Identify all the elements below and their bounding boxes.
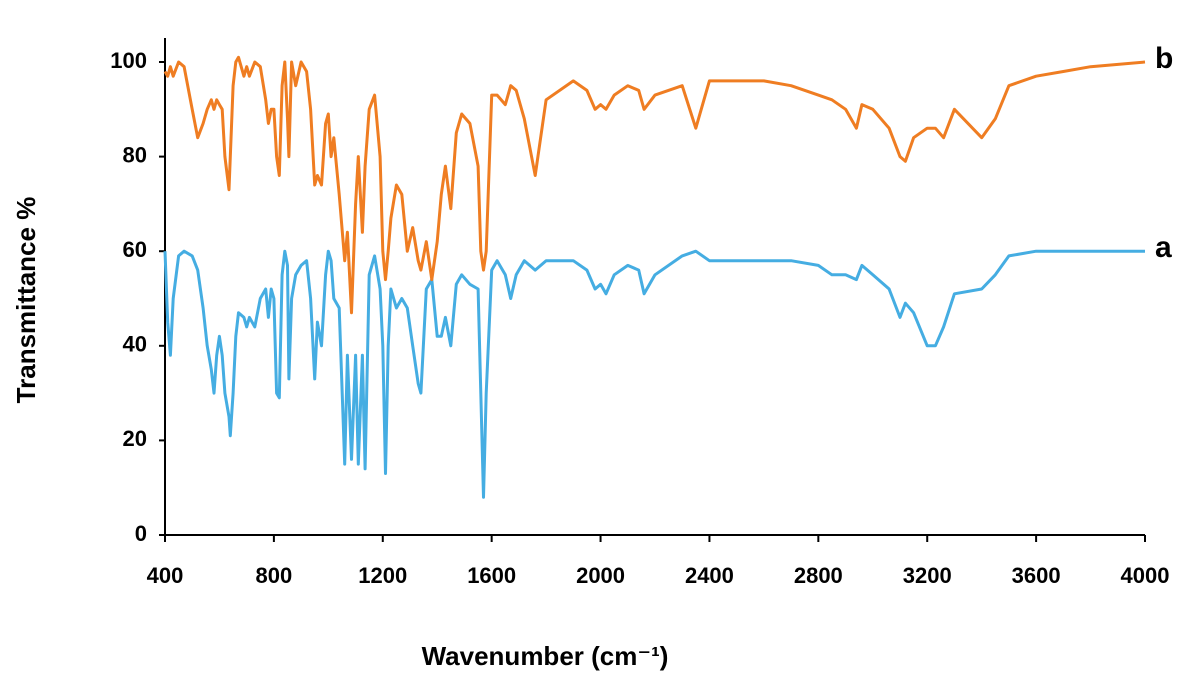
y-tick-label: 0 — [135, 521, 147, 546]
x-tick-label: 3200 — [903, 563, 952, 588]
x-axis-title: Wavenumber (cm⁻¹) — [422, 641, 669, 671]
x-tick-label: 1600 — [467, 563, 516, 588]
x-tick-label: 2000 — [576, 563, 625, 588]
y-tick-label: 40 — [123, 332, 147, 357]
y-tick-label: 20 — [123, 426, 147, 451]
x-tick-label: 2400 — [685, 563, 734, 588]
series-line — [163, 55, 1146, 315]
series-label: a — [1155, 231, 1172, 264]
x-tick-label: 1200 — [358, 563, 407, 588]
series-label: b — [1155, 42, 1173, 75]
y-tick-label: 80 — [123, 142, 147, 167]
x-tick-label: 400 — [147, 563, 184, 588]
x-tick-label: 3600 — [1012, 563, 1061, 588]
x-tick-label: 4000 — [1121, 563, 1170, 588]
x-tick-label: 800 — [256, 563, 293, 588]
y-axis-title: Transmittance % — [11, 197, 41, 404]
y-tick-label: 60 — [123, 237, 147, 262]
x-tick-label: 2800 — [794, 563, 843, 588]
y-tick-label: 100 — [110, 48, 147, 73]
series-line — [163, 249, 1145, 499]
